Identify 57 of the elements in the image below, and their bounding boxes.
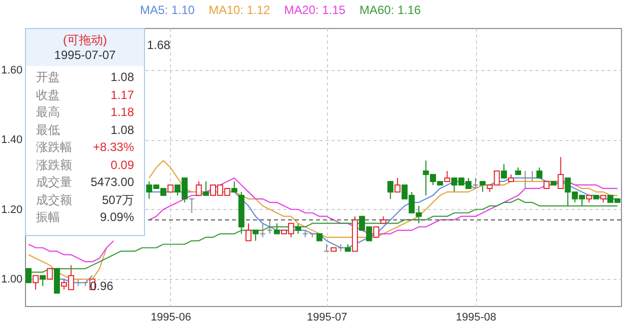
annotation: 507万 (102, 192, 134, 208)
y-tick-label: 1.20 (1, 204, 22, 216)
annotation: 1995-07-07 (53, 48, 117, 63)
candlestick (536, 167, 542, 178)
annotation: 1.17 (110, 86, 134, 104)
candlestick (188, 198, 195, 214)
y-tick-label: 1.00 (1, 274, 22, 286)
candlestick (231, 180, 238, 192)
candlestick (26, 268, 32, 284)
candlestick (266, 219, 273, 234)
annotation: 成交额 (36, 192, 72, 208)
annotation: 1.68 (147, 38, 171, 52)
candlestick (500, 164, 507, 178)
text: MA60: 1.16 (359, 3, 421, 17)
text: MA20: 1.15 (284, 3, 346, 17)
annotation: 0.09 (110, 156, 134, 174)
annotation: 收盘 (36, 86, 60, 104)
candlestick (472, 177, 479, 189)
x-tick-label: 1995-08 (456, 312, 496, 324)
candlestick (202, 180, 209, 196)
candlestick (444, 170, 450, 182)
y-tick-label: 1.60 (1, 64, 22, 76)
annotation: 成交量 (36, 174, 72, 191)
candlestick (387, 180, 394, 200)
candlestick (373, 226, 380, 238)
candlestick (480, 180, 486, 192)
candlestick (295, 222, 302, 234)
candlestick (260, 222, 266, 238)
candlestick (40, 275, 46, 287)
annotation: 1.08 (110, 122, 134, 138)
annotation: 1.18 (110, 104, 134, 121)
annotation: +8.33% (92, 139, 134, 156)
x-tick-label: 1995-07 (306, 312, 348, 324)
annotation: 5473.00 (90, 174, 134, 191)
candlestick (394, 177, 400, 192)
annotation: 振幅 (36, 209, 60, 226)
annotation: (可拖动) (62, 33, 108, 48)
candlestick (196, 180, 202, 196)
annotation: 9.09% (100, 209, 134, 226)
candlestick (246, 222, 252, 242)
x-tick-label: 1995-06 (150, 312, 192, 324)
annotation: 涨跌额 (36, 156, 72, 174)
annotation: 最低 (36, 122, 60, 138)
candlestick (558, 156, 564, 189)
text: MA10: 1.12 (208, 3, 270, 17)
annotation: 最高 (36, 104, 60, 121)
candlestick (252, 230, 259, 242)
candlestick (46, 268, 53, 280)
candlestick (522, 170, 528, 189)
annotation: 涨跌幅 (36, 139, 72, 156)
y-tick-label: 1.40 (1, 134, 22, 146)
candlestick (32, 275, 39, 290)
text: MA5: 1.10 (140, 3, 195, 17)
annotation: 开盘 (36, 69, 60, 86)
candlestick (529, 170, 536, 182)
candlestick (274, 222, 280, 234)
annotation: 1.08 (110, 69, 134, 86)
